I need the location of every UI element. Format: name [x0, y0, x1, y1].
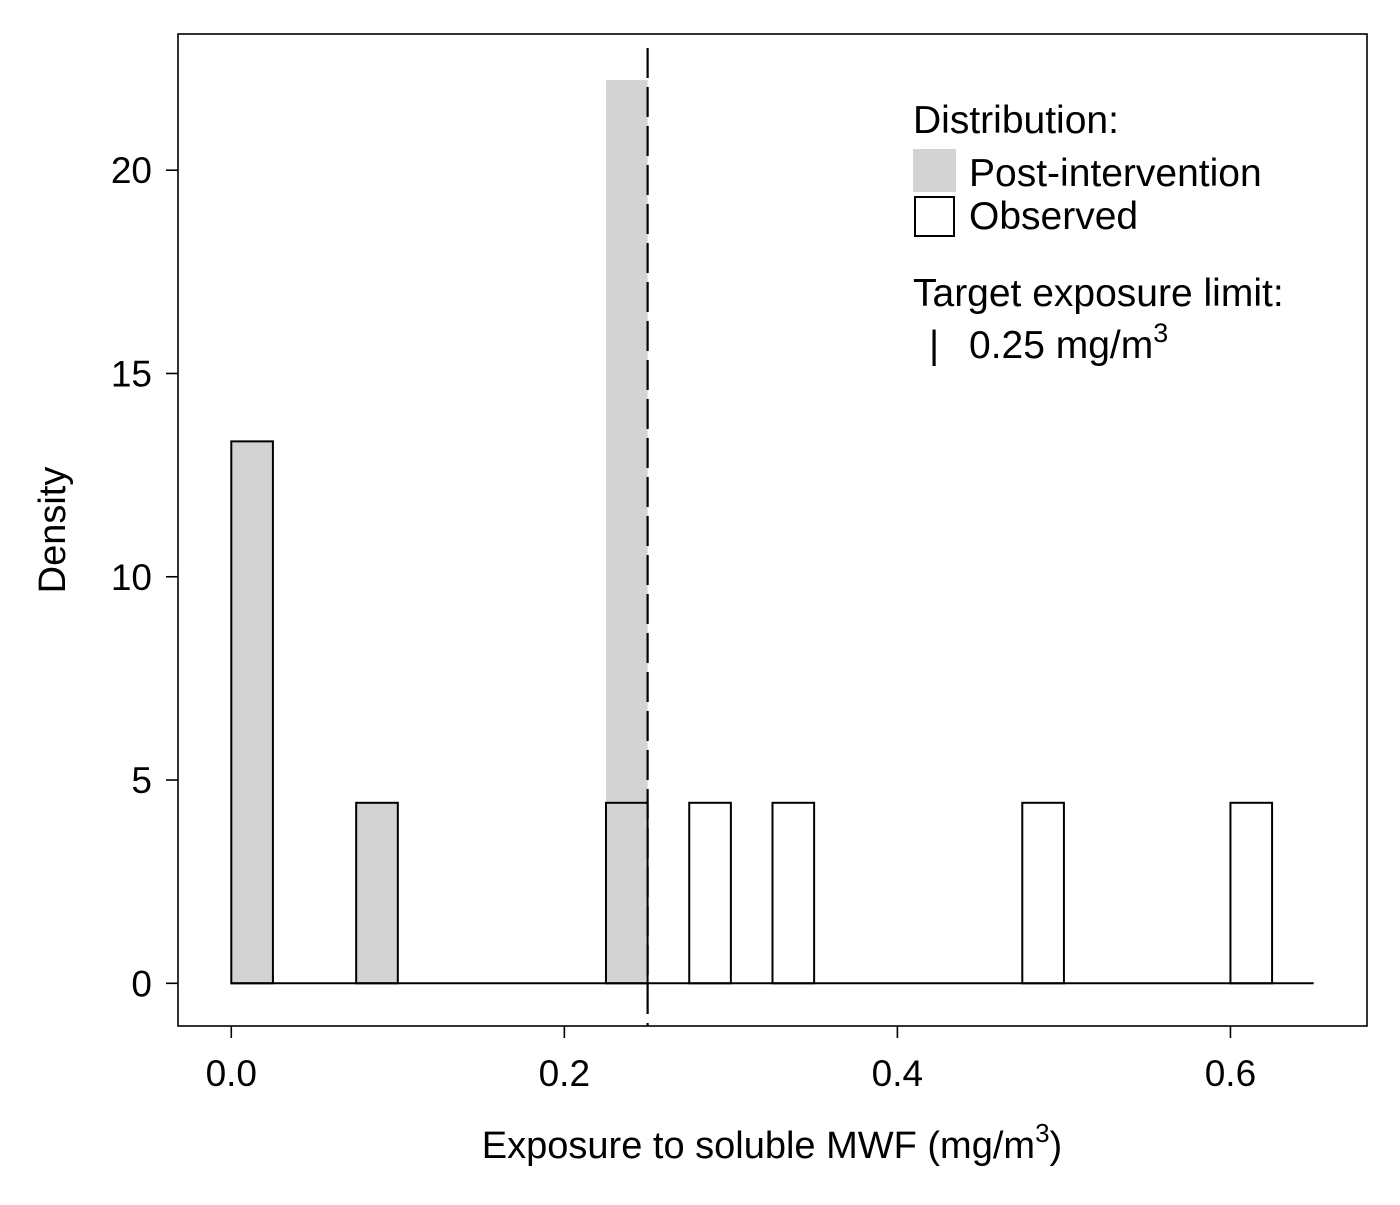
legend: Distribution: Post-intervention Observed…: [913, 99, 1284, 367]
x-axis-title-main: Exposure to soluble MWF (mg/m: [482, 1125, 1035, 1167]
x-axis-title-superscript: 3: [1035, 1118, 1049, 1148]
observed-bar-4: [771, 801, 816, 985]
legend-limit-symbol: |: [929, 324, 939, 367]
post-intervention-bar-2: [605, 79, 648, 984]
y-axis-title: Density: [32, 467, 74, 594]
observed-bar-6: [1229, 801, 1274, 985]
x-axis: 0.0 0.2 0.4 0.6: [206, 1026, 1256, 1094]
y-axis: 0 5 10 15 20: [111, 150, 178, 1004]
y-tick-label-4: 20: [111, 150, 152, 191]
legend-post-intervention-swatch: [913, 149, 956, 192]
y-tick-label-1: 5: [131, 760, 152, 801]
observed-bar-3: [688, 801, 732, 985]
legend-observed-label: Observed: [969, 195, 1138, 238]
x-tick-label-2: 0.4: [872, 1053, 923, 1094]
legend-post-intervention-label: Post-intervention: [969, 152, 1262, 195]
observed-bar-5: [1021, 801, 1065, 985]
legend-limit-superscript: 3: [1153, 318, 1168, 348]
x-axis-title-end: ): [1050, 1125, 1063, 1167]
x-tick-label-1: 0.2: [539, 1053, 590, 1094]
x-axis-title: Exposure to soluble MWF (mg/m3): [482, 1118, 1062, 1167]
y-tick-label-0: 0: [131, 963, 152, 1004]
legend-limit-label: 0.25 mg/m3: [969, 318, 1168, 367]
y-tick-label-2: 10: [111, 557, 152, 598]
post-intervention-bar-0: [231, 441, 273, 984]
legend-distribution-title: Distribution:: [913, 99, 1119, 142]
post-intervention-bar-1: [356, 802, 398, 984]
legend-observed-swatch: [914, 196, 955, 237]
x-tick-label-0: 0.0: [206, 1053, 257, 1094]
post-intervention-bars: [231, 79, 648, 984]
legend-limit-value: 0.25 mg/m: [969, 324, 1153, 367]
plot-panel-border: [177, 33, 1368, 1027]
x-tick-label-3: 0.6: [1205, 1053, 1256, 1094]
y-tick-label-3: 15: [111, 353, 152, 394]
legend-limit-title: Target exposure limit:: [913, 272, 1284, 315]
